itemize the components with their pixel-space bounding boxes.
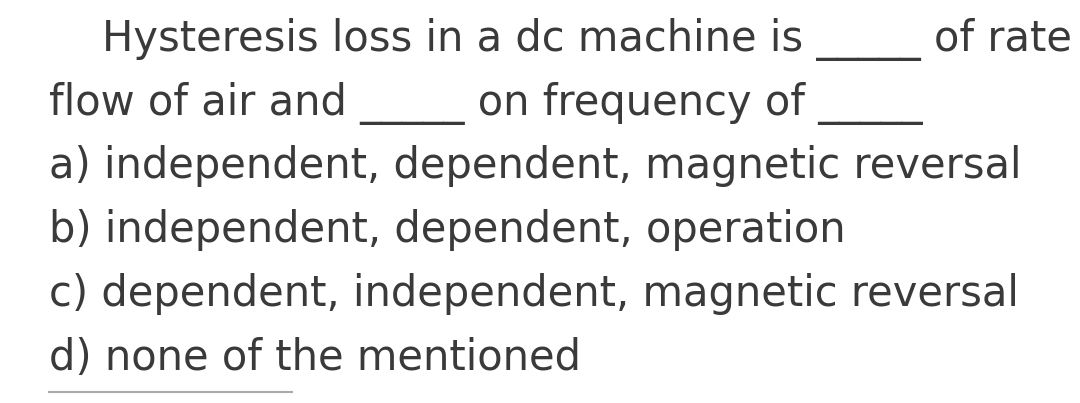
Text: Hysteresis loss in a dc machine is _____ of rate of: Hysteresis loss in a dc machine is _____…	[49, 18, 1080, 61]
Text: flow of air and _____ on frequency of _____: flow of air and _____ on frequency of __…	[49, 82, 922, 125]
Text: c) dependent, independent, magnetic reversal: c) dependent, independent, magnetic reve…	[49, 273, 1018, 315]
Text: a) independent, dependent, magnetic reversal: a) independent, dependent, magnetic reve…	[49, 145, 1021, 187]
Text: b) independent, dependent, operation: b) independent, dependent, operation	[49, 209, 846, 251]
Text: d) none of the mentioned: d) none of the mentioned	[49, 337, 581, 378]
